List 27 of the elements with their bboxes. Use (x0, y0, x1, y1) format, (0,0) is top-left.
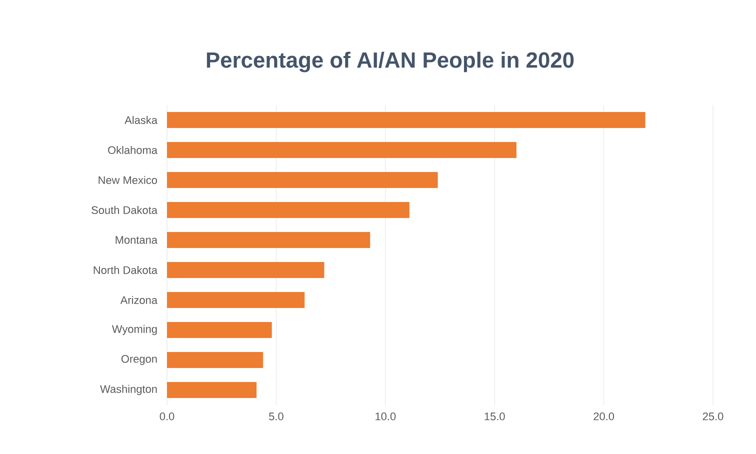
bar (167, 322, 272, 338)
x-tick-label: 20.0 (594, 412, 614, 420)
bar (167, 202, 410, 218)
x-tick-label: 25.0 (702, 412, 724, 420)
x-tick-label: 5.0 (269, 412, 284, 420)
bar (167, 262, 324, 278)
chart-title: Percentage of AI/AN People in 2020 (206, 52, 574, 72)
y-tick-label: Wyoming (112, 324, 157, 336)
bar (167, 382, 257, 398)
y-tick-label: North Dakota (94, 266, 158, 274)
bar (167, 172, 438, 188)
y-tick-label: Arizona (120, 296, 158, 304)
y-tick-label: Alaska (124, 116, 158, 124)
y-tick-label: South Dakota (92, 206, 158, 214)
bar (167, 142, 516, 158)
x-tick-label: 15.0 (484, 412, 505, 420)
bar (167, 352, 264, 368)
x-tick-label: 0.0 (160, 412, 174, 420)
y-tick-label: Montana (116, 236, 158, 244)
bar (167, 232, 370, 248)
x-tick-label: 10.0 (376, 412, 396, 420)
y-tick-label: Oklahoma (108, 146, 158, 154)
bar (167, 292, 305, 308)
bar (167, 112, 646, 128)
y-tick-label: Oregon (121, 355, 157, 365)
y-tick-label: Washington (100, 384, 157, 396)
y-tick-label: New Mexico (98, 176, 157, 184)
